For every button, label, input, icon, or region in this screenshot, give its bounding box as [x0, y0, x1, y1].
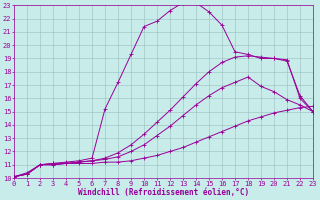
X-axis label: Windchill (Refroidissement éolien,°C): Windchill (Refroidissement éolien,°C) [78, 188, 249, 197]
